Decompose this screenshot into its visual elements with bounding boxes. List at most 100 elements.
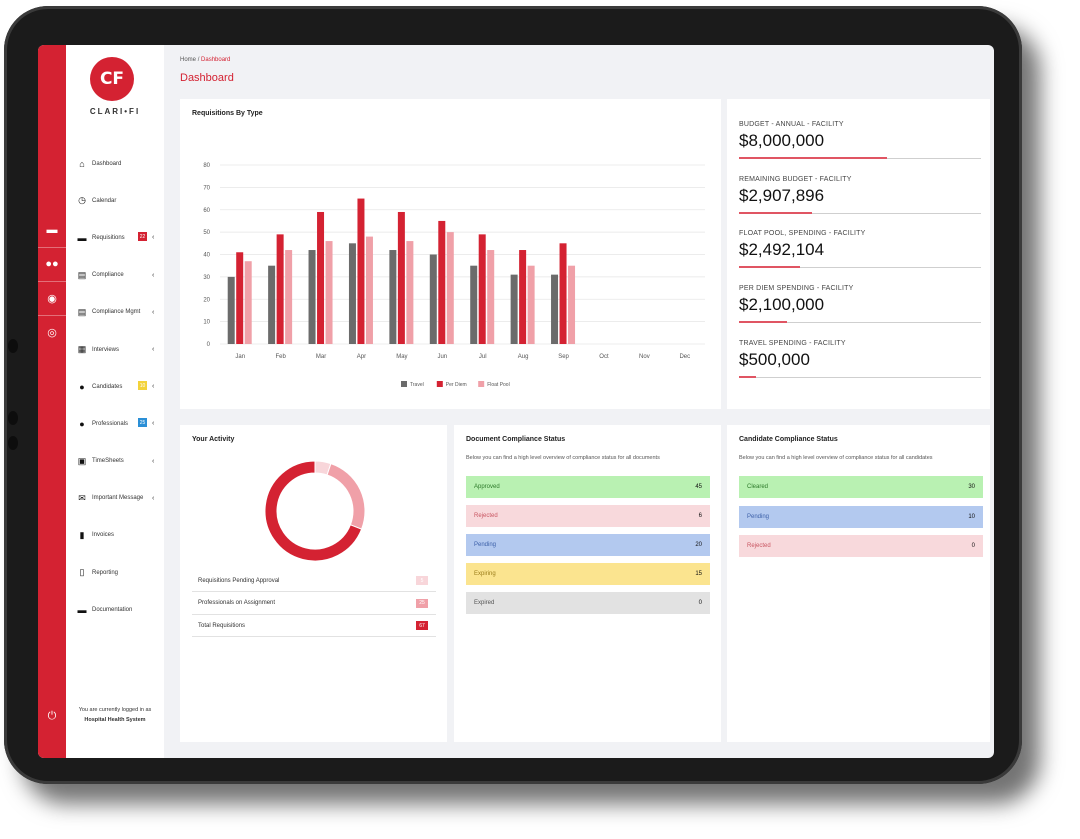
chevron-left-icon[interactable]: ‹ — [152, 234, 155, 242]
status-row[interactable]: Cleared 30 — [739, 476, 983, 498]
x-tick-label: May — [396, 354, 407, 360]
donut-slice[interactable] — [264, 460, 363, 562]
sidebar-item[interactable]: ▤ Compliance Mgmt ‹ — [66, 294, 164, 331]
card-title: Your Activity — [192, 436, 235, 443]
y-tick-label: 20 — [203, 297, 210, 303]
sidebar-item[interactable]: ◷ Calendar — [66, 182, 164, 219]
bar[interactable] — [559, 243, 567, 344]
activity-count: 67 — [416, 621, 428, 630]
x-tick-label: Nov — [639, 354, 650, 360]
legend-label[interactable]: Float Pool — [487, 382, 510, 388]
status-count: 6 — [698, 513, 702, 519]
bar[interactable] — [429, 254, 437, 345]
bar[interactable] — [348, 243, 356, 344]
bar[interactable] — [236, 252, 244, 344]
power-icon[interactable]: ⏻ — [47, 709, 57, 722]
status-label: Rejected — [474, 513, 498, 519]
status-row[interactable]: Rejected 0 — [739, 535, 983, 557]
bar[interactable] — [325, 241, 333, 344]
budget-progress — [739, 321, 981, 324]
bed-icon[interactable]: ▬ — [46, 224, 58, 236]
bar[interactable] — [519, 250, 527, 344]
bar[interactable] — [470, 265, 478, 344]
card-subtitle: Below you can find a high level overview… — [739, 455, 933, 461]
bar[interactable] — [308, 250, 316, 344]
budget-value: $2,492,104 — [739, 240, 825, 260]
chevron-left-icon[interactable]: ‹ — [152, 271, 155, 279]
bar[interactable] — [551, 274, 559, 344]
bar[interactable] — [357, 198, 365, 344]
sidebar-item[interactable]: ✉ Important Message ‹ — [66, 480, 164, 517]
status-label: Rejected — [747, 543, 771, 549]
bar[interactable] — [568, 265, 576, 344]
bar[interactable] — [446, 232, 454, 344]
budget-value: $8,000,000 — [739, 131, 825, 150]
budget-item: PER DIEM SPENDING - FACILITY $2,100,000 — [739, 285, 981, 324]
chevron-left-icon[interactable]: ‹ — [152, 457, 155, 465]
status-row[interactable]: Approved 45 — [466, 476, 710, 498]
sidebar-badge: 22 — [138, 232, 147, 242]
sidebar-item[interactable]: ▦ Interviews ‹ — [66, 331, 164, 368]
candidate-compliance-card: Candidate Compliance Status Below you ca… — [727, 425, 990, 742]
chevron-left-icon[interactable]: ‹ — [152, 420, 155, 428]
bar[interactable] — [389, 250, 397, 344]
sidebar-item[interactable]: ▬ Documentation — [66, 591, 164, 628]
bar[interactable] — [487, 250, 495, 344]
bar[interactable] — [478, 234, 486, 344]
bar[interactable] — [365, 236, 373, 344]
id-card-icon: ▤ — [77, 269, 87, 280]
bar[interactable] — [227, 276, 235, 344]
sidebar-badge: 25 — [138, 418, 147, 428]
bar[interactable] — [527, 265, 535, 344]
x-tick-label: Feb — [275, 354, 286, 360]
bar[interactable] — [406, 241, 414, 344]
activity-donut — [264, 460, 366, 562]
bar[interactable] — [276, 234, 284, 344]
login-user: Hospital Health System — [84, 717, 146, 723]
bar[interactable] — [510, 274, 518, 344]
activity-row[interactable]: Requisitions Pending Approval 5 — [192, 570, 436, 592]
status-row[interactable]: Expiring 15 — [466, 563, 710, 585]
budget-item: BUDGET - ANNUAL - FACILITY $8,000,000 — [739, 121, 981, 159]
bar[interactable] — [244, 261, 252, 344]
legend-label[interactable]: Travel — [410, 382, 424, 388]
status-row[interactable]: Rejected 6 — [466, 505, 710, 527]
status-row[interactable]: Pending 20 — [466, 534, 710, 556]
activity-row[interactable]: Professionals on Assignment 25 — [192, 593, 436, 615]
bar[interactable] — [438, 220, 446, 344]
sidebar-item[interactable]: ▤ Compliance ‹ — [66, 257, 164, 294]
sidebar-item[interactable]: ▬ Requisitions 22 ‹ — [66, 219, 164, 256]
breadcrumb-home[interactable]: Home — [180, 57, 197, 63]
status-row[interactable]: Pending 10 — [739, 505, 983, 528]
chevron-left-icon[interactable]: ‹ — [152, 494, 155, 502]
sidebar: CF CLARI•FI ⌂ Dashboard ◷ Calendar ▬ Requisit… — [66, 45, 164, 758]
activity-row[interactable]: Total Requisitions 67 — [192, 615, 436, 637]
budget-label: FLOAT POOL, SPENDING - FACILITY — [739, 230, 866, 238]
status-label: Cleared — [747, 484, 769, 490]
y-tick-label: 70 — [203, 185, 210, 191]
legend-label[interactable]: Per Diem — [446, 382, 467, 388]
chevron-left-icon[interactable]: ‹ — [152, 383, 155, 391]
sidebar-item[interactable]: ● Candidates 10 ‹ — [66, 368, 164, 405]
user-circle-icon[interactable]: ◉ — [47, 292, 57, 305]
donut-slice[interactable] — [326, 462, 366, 530]
user-icon: ● — [79, 381, 85, 392]
status-row[interactable]: Expired 0 — [466, 592, 710, 614]
bar[interactable] — [268, 265, 276, 344]
sidebar-item[interactable]: ● Professionals 25 ‹ — [66, 405, 164, 442]
chevron-left-icon[interactable]: ‹ — [152, 346, 155, 354]
sidebar-item[interactable]: ▮ Invoices — [66, 517, 164, 554]
users-icon[interactable]: ●● — [45, 258, 59, 270]
sidebar-item[interactable]: ⌂ Dashboard — [66, 145, 164, 182]
sidebar-item[interactable]: ▯ Reporting — [66, 554, 164, 591]
chevron-left-icon[interactable]: ‹ — [152, 308, 155, 316]
sidebar-item[interactable]: ▣ TimeSheets ‹ — [66, 443, 164, 480]
bar[interactable] — [397, 211, 405, 344]
bar[interactable] — [317, 211, 325, 344]
folder-icon: ▬ — [77, 604, 87, 615]
eye-icon[interactable]: ◎ — [47, 326, 57, 339]
logo-mark[interactable]: CF — [90, 57, 134, 101]
bar[interactable] — [285, 250, 293, 344]
budget-card: BUDGET - ANNUAL - FACILITY $8,000,000 REMA… — [727, 99, 990, 409]
tablet-frame: ▬ ●● ◉ ◎ ⏻ CF CLARI•FI ⌂ Dashboard ◷ Calend… — [4, 6, 1022, 784]
